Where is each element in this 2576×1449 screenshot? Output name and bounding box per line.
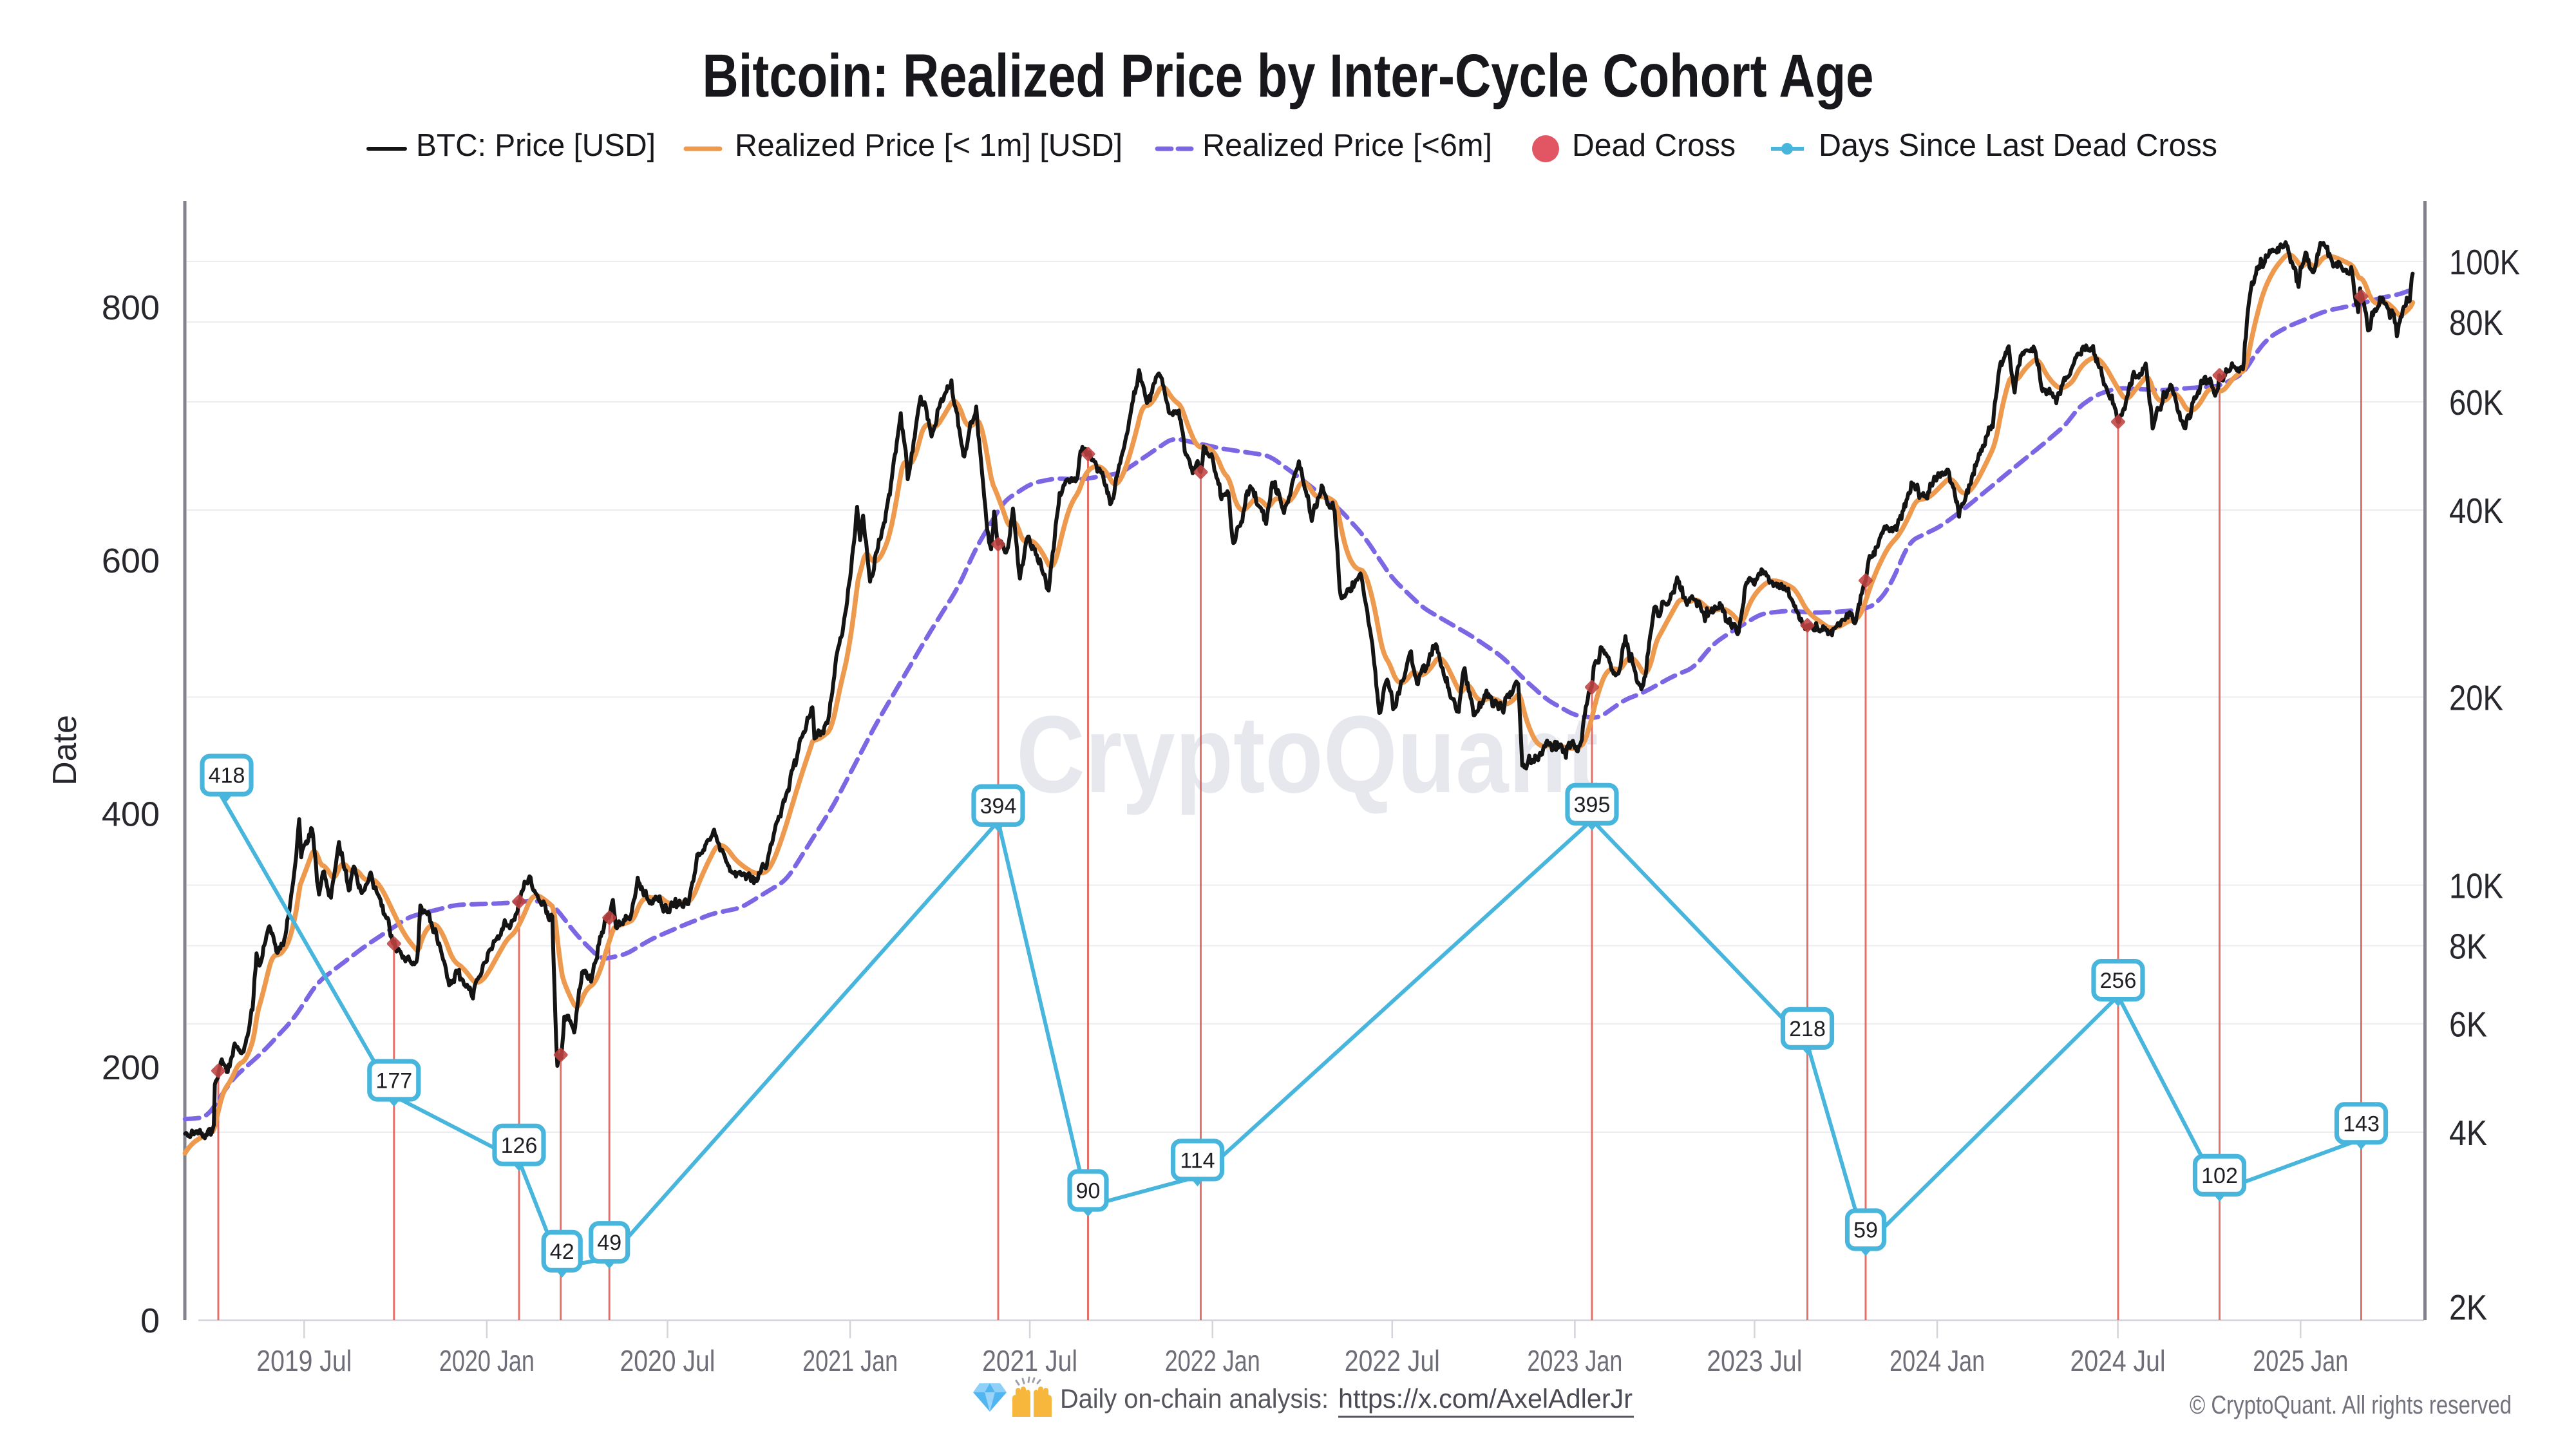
svg-text:4K: 4K bbox=[2449, 1113, 2487, 1153]
svg-text:102: 102 bbox=[2201, 1164, 2238, 1188]
svg-text:126: 126 bbox=[501, 1133, 538, 1158]
svg-text:2023 Jan: 2023 Jan bbox=[1527, 1344, 1622, 1378]
svg-text:90: 90 bbox=[1076, 1179, 1101, 1204]
svg-text:42: 42 bbox=[550, 1240, 574, 1264]
svg-text:177: 177 bbox=[375, 1069, 412, 1094]
svg-text:2022 Jul: 2022 Jul bbox=[1345, 1344, 1440, 1378]
svg-text:218: 218 bbox=[1789, 1017, 1826, 1041]
svg-text:40K: 40K bbox=[2449, 491, 2503, 531]
svg-text:2021 Jul: 2021 Jul bbox=[982, 1344, 1077, 1378]
svg-text:© CryptoQuant. All rights rese: © CryptoQuant. All rights reserved bbox=[2190, 1391, 2512, 1419]
svg-text:200: 200 bbox=[102, 1048, 160, 1087]
svg-text:114: 114 bbox=[1180, 1148, 1215, 1173]
svg-text:49: 49 bbox=[597, 1231, 621, 1255]
svg-text:400: 400 bbox=[102, 795, 160, 834]
svg-text:CryptoQuant: CryptoQuant bbox=[1016, 694, 1598, 816]
svg-text:80K: 80K bbox=[2449, 303, 2503, 343]
svg-text:Date: Date bbox=[46, 715, 84, 786]
svg-text:2024 Jul: 2024 Jul bbox=[2070, 1344, 2166, 1378]
svg-text:Daily on-chain analysis:: Daily on-chain analysis: bbox=[1060, 1383, 1329, 1414]
svg-text:2K: 2K bbox=[2449, 1287, 2487, 1327]
svg-text:Bitcoin: Realized Price by Int: Bitcoin: Realized Price by Inter-Cycle C… bbox=[703, 42, 1874, 110]
svg-text:256: 256 bbox=[2100, 969, 2137, 993]
svg-text:20K: 20K bbox=[2449, 678, 2503, 718]
svg-text:418: 418 bbox=[209, 764, 245, 788]
svg-text:2023 Jul: 2023 Jul bbox=[1707, 1344, 1802, 1378]
svg-text:394: 394 bbox=[980, 794, 1017, 819]
svg-text:0: 0 bbox=[140, 1302, 160, 1340]
svg-text:Dead Cross: Dead Cross bbox=[1572, 128, 1736, 163]
svg-text:2025 Jan: 2025 Jan bbox=[2253, 1344, 2348, 1378]
svg-text:59: 59 bbox=[1853, 1218, 1878, 1243]
svg-text:100K: 100K bbox=[2449, 242, 2520, 282]
svg-text:6K: 6K bbox=[2449, 1005, 2487, 1045]
svg-text:BTC: Price [USD]: BTC: Price [USD] bbox=[416, 128, 656, 163]
svg-text:Realized Price [<6m]: Realized Price [<6m] bbox=[1202, 128, 1492, 163]
svg-text:8K: 8K bbox=[2449, 927, 2487, 967]
svg-text:143: 143 bbox=[2343, 1112, 2380, 1136]
svg-text:395: 395 bbox=[1574, 793, 1611, 817]
svg-text:2020 Jul: 2020 Jul bbox=[620, 1344, 715, 1378]
svg-text:Realized Price [< 1m] [USD]: Realized Price [< 1m] [USD] bbox=[735, 128, 1122, 163]
svg-text:2024 Jan: 2024 Jan bbox=[1889, 1344, 1985, 1378]
svg-text:https://x.com/AxelAdlerJr: https://x.com/AxelAdlerJr bbox=[1338, 1383, 1633, 1414]
svg-text:2020 Jan: 2020 Jan bbox=[439, 1344, 535, 1378]
svg-text:800: 800 bbox=[102, 289, 160, 327]
svg-text:2019 Jul: 2019 Jul bbox=[256, 1344, 352, 1378]
svg-text:2021 Jan: 2021 Jan bbox=[802, 1344, 898, 1378]
svg-text:2022 Jan: 2022 Jan bbox=[1165, 1344, 1260, 1378]
svg-text:Days Since Last Dead Cross: Days Since Last Dead Cross bbox=[1819, 128, 2217, 163]
svg-text:60K: 60K bbox=[2449, 383, 2503, 422]
svg-text:10K: 10K bbox=[2449, 866, 2503, 906]
svg-text:600: 600 bbox=[102, 542, 160, 580]
